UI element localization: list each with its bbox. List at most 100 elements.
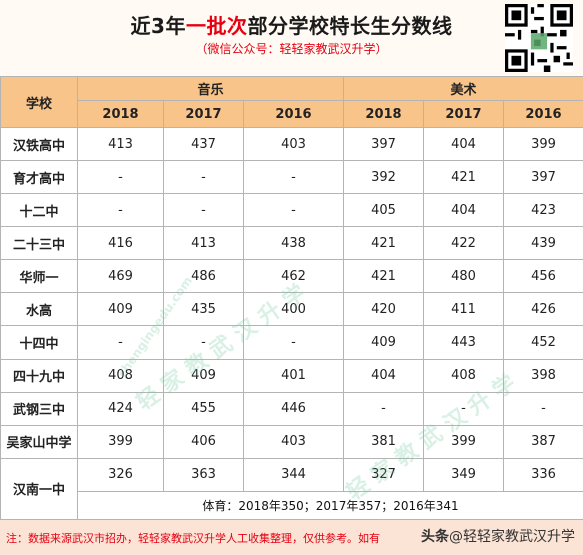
score-cell: 456: [503, 259, 583, 294]
score-cell: 409: [163, 358, 244, 393]
school-name: 武钢三中: [0, 391, 78, 426]
table-row: 育才高中 - - - 392 421 397: [0, 160, 583, 195]
score-cell: 413: [163, 226, 244, 261]
score-cell: -: [343, 391, 425, 426]
score-cell: -: [163, 325, 244, 360]
school-name: 四十九中: [0, 358, 78, 393]
page-title: 近3年一批次部分学校特长生分数线: [130, 14, 453, 38]
score-cell: 399: [503, 126, 583, 162]
school-name: 华师一: [0, 259, 78, 294]
score-cell: 420: [343, 292, 425, 327]
score-cell: -: [77, 193, 164, 228]
table-row: 水高 409 435 400 420 411 426: [0, 292, 583, 327]
score-cell: 381: [343, 424, 425, 459]
score-cell: 446: [242, 391, 345, 426]
score-cell: 387: [503, 424, 583, 459]
source-note: 注：数据来源武汉市招办，轻轻家教武汉升学人工收集整理，仅供参考。如有: [6, 532, 380, 545]
score-cell: 452: [503, 325, 583, 360]
score-cell: 392: [343, 160, 425, 195]
art-group-header: 美术: [343, 76, 583, 101]
sports-score-note: 体育：2018年350；2017年357；2016年341: [76, 490, 583, 521]
year-header: 2018: [343, 100, 425, 128]
table-row: 武钢三中 424 455 446 - - -: [0, 391, 583, 426]
page-header: 近3年一批次部分学校特长生分数线 （微信公众号：轻轻家教武汉升学）: [0, 0, 583, 76]
score-cell: 401: [242, 358, 345, 393]
score-cell: -: [163, 160, 244, 195]
score-cell: 399: [77, 424, 164, 459]
title-highlight: 一批次: [185, 14, 248, 38]
score-cell: -: [77, 160, 164, 195]
score-cell: 403: [242, 424, 345, 459]
score-cell: 455: [163, 391, 244, 426]
score-cell: 422: [423, 226, 505, 261]
score-cell: 398: [503, 358, 583, 393]
school-column-header: 学校: [0, 76, 78, 128]
table-row: 二十三中 416 413 438 421 422 439: [0, 226, 583, 261]
table-row: 汉铁高中 413 437 403 397 404 399: [0, 126, 583, 162]
score-cell: 480: [423, 259, 505, 294]
year-header: 2017: [163, 100, 244, 128]
score-cell: 443: [423, 325, 505, 360]
score-cell: 421: [423, 160, 505, 195]
score-cell: 423: [503, 193, 583, 228]
school-name: 汉南一中: [0, 457, 78, 521]
score-cell: -: [503, 391, 583, 426]
score-cell: 439: [503, 226, 583, 261]
score-cell: -: [242, 325, 345, 360]
score-cell: -: [163, 193, 244, 228]
school-name: 二十三中: [0, 226, 78, 261]
score-cell: 408: [423, 358, 505, 393]
score-cell: 426: [503, 292, 583, 327]
score-cell: 336: [503, 457, 583, 492]
score-cell: 424: [77, 391, 164, 426]
score-cell: 326: [77, 457, 164, 492]
table-row: 十四中 - - - 409 443 452: [0, 325, 583, 360]
table-row: 体育：2018年350；2017年357；2016年341: [1, 490, 583, 521]
page-subtitle: （微信公众号：轻轻家教武汉升学）: [195, 42, 388, 56]
school-name: 吴家山中学: [0, 424, 78, 459]
score-cell: 421: [343, 226, 425, 261]
score-cell: 349: [423, 457, 505, 492]
score-cell: 397: [503, 160, 583, 195]
score-cell: 404: [343, 358, 425, 393]
score-cell: 327: [343, 457, 425, 492]
table-row: 华师一 469 486 462 421 480 456: [0, 259, 583, 294]
score-cell: 363: [163, 457, 244, 492]
score-cell: -: [242, 193, 345, 228]
score-cell: -: [242, 160, 345, 195]
year-header: 2018: [77, 100, 164, 128]
score-cell: 435: [163, 292, 244, 327]
score-cell: 438: [242, 226, 345, 261]
score-cell: 404: [423, 126, 505, 162]
score-cell: -: [77, 325, 164, 360]
score-cell: 400: [242, 292, 345, 327]
school-name: 水高: [0, 292, 78, 327]
music-group-header: 音乐: [76, 76, 345, 101]
score-cell: 469: [77, 259, 164, 294]
score-cell: 486: [163, 259, 244, 294]
brand-badge: 头条@轻轻家教武汉升学: [421, 526, 575, 546]
table-row: 十二中 - - - 405 404 423: [0, 193, 583, 228]
school-name: 十四中: [0, 325, 78, 360]
score-cell: 411: [423, 292, 505, 327]
year-header: 2017: [423, 100, 505, 128]
brand-name: @轻轻家教武汉升学: [449, 529, 575, 545]
score-cell: 404: [423, 193, 505, 228]
score-cell: 397: [343, 126, 425, 162]
year-header: 2016: [503, 100, 583, 128]
score-cell: 406: [163, 424, 244, 459]
score-cell: 409: [77, 292, 164, 327]
table-row: 吴家山中学 399 406 403 381 399 387: [0, 424, 583, 459]
score-cell: 403: [242, 126, 345, 162]
score-cell: 462: [242, 259, 345, 294]
year-header: 2016: [242, 100, 345, 128]
score-cell: 399: [423, 424, 505, 459]
score-cell: 344: [242, 457, 345, 492]
school-name: 育才高中: [0, 160, 78, 195]
score-cell: 409: [343, 325, 425, 360]
brand-head: 头条: [421, 529, 449, 545]
score-cell: 416: [77, 226, 164, 261]
school-name: 汉铁高中: [0, 126, 78, 162]
score-cell: 405: [343, 193, 425, 228]
school-name: 十二中: [0, 193, 78, 228]
